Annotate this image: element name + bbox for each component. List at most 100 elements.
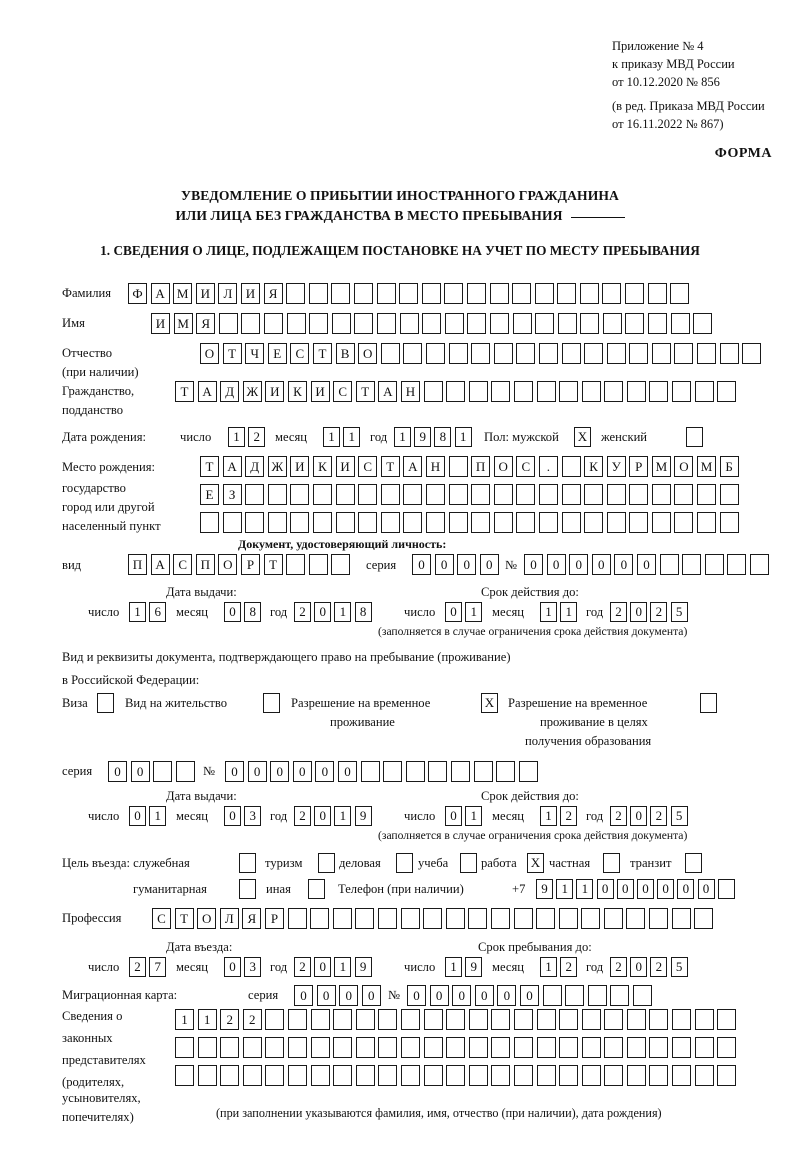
char-cell[interactable] [448, 456, 468, 477]
char-cell[interactable] [491, 1037, 511, 1058]
char-cell[interactable] [446, 1009, 466, 1030]
char-cell[interactable] [561, 343, 581, 364]
char-cell[interactable] [603, 908, 623, 929]
char-cell[interactable]: 0 [497, 985, 517, 1006]
char-cell[interactable] [694, 381, 714, 402]
char-cell[interactable]: 2 [610, 602, 627, 622]
char-cell[interactable] [308, 283, 328, 304]
char-cell[interactable]: 0 [630, 806, 648, 826]
char-cell[interactable]: А [222, 456, 242, 477]
char-cell[interactable]: И [265, 381, 285, 402]
char-cell[interactable] [446, 1037, 466, 1058]
char-cell[interactable]: 0 [130, 761, 150, 782]
char-cell[interactable]: 1 [540, 806, 557, 826]
char-cell[interactable] [717, 1037, 737, 1058]
char-cell[interactable] [749, 554, 769, 575]
char-cell[interactable]: С [290, 343, 310, 364]
char-cell[interactable]: 0 [630, 602, 648, 622]
char-cell[interactable] [651, 343, 671, 364]
char-cell[interactable]: 0 [445, 806, 462, 826]
char-cell[interactable]: Б [719, 456, 739, 477]
char-cell[interactable] [242, 1037, 262, 1058]
legal-rep-row-3[interactable] [175, 1065, 737, 1086]
char-cell[interactable]: Ж [242, 381, 262, 402]
char-cell[interactable] [513, 1009, 533, 1030]
char-cell[interactable] [604, 381, 624, 402]
char-cell[interactable] [581, 908, 601, 929]
char-cell[interactable]: 1 [465, 806, 483, 826]
char-cell[interactable] [358, 484, 378, 505]
char-cell[interactable] [538, 512, 558, 533]
char-cell[interactable] [378, 1009, 398, 1030]
char-cell[interactable]: 0 [315, 761, 335, 782]
char-cell[interactable] [697, 343, 717, 364]
char-cell[interactable]: 2 [294, 957, 311, 977]
char-cell[interactable]: К [584, 456, 604, 477]
char-cell[interactable]: И [335, 456, 355, 477]
char-cell[interactable]: 0 [657, 879, 675, 899]
char-cell[interactable] [625, 313, 645, 334]
char-cell[interactable] [380, 343, 400, 364]
sex-male-checkbox[interactable]: X [574, 427, 591, 447]
char-cell[interactable]: 8 [244, 602, 262, 622]
char-cell[interactable] [400, 908, 420, 929]
char-cell[interactable] [448, 484, 468, 505]
char-cell[interactable] [536, 1037, 556, 1058]
char-cell[interactable] [604, 1009, 624, 1030]
purpose-humanitarian-checkbox[interactable] [239, 879, 256, 899]
char-cell[interactable] [310, 908, 330, 929]
char-cell[interactable] [383, 761, 403, 782]
char-cell[interactable]: О [218, 554, 238, 575]
char-cell[interactable]: 0 [697, 879, 715, 899]
char-cell[interactable] [674, 484, 694, 505]
char-cell[interactable]: Л [219, 908, 239, 929]
char-cell[interactable] [584, 484, 604, 505]
char-cell[interactable] [493, 484, 513, 505]
residence-permit-checkbox[interactable] [263, 693, 280, 713]
char-cell[interactable] [399, 313, 419, 334]
char-cell[interactable]: 1 [576, 879, 594, 899]
char-cell[interactable] [518, 761, 538, 782]
char-cell[interactable] [423, 1037, 443, 1058]
char-cell[interactable]: 0 [224, 957, 241, 977]
char-cell[interactable] [310, 1065, 330, 1086]
char-cell[interactable] [604, 1037, 624, 1058]
char-cell[interactable] [423, 1009, 443, 1030]
char-cell[interactable] [312, 512, 332, 533]
char-cell[interactable] [423, 381, 443, 402]
char-cell[interactable] [649, 1037, 669, 1058]
char-cell[interactable]: С [358, 456, 378, 477]
char-cell[interactable] [360, 761, 380, 782]
char-cell[interactable] [672, 1037, 692, 1058]
char-cell[interactable]: 1 [175, 1009, 194, 1030]
char-cell[interactable]: 0 [546, 554, 566, 575]
char-cell[interactable] [200, 512, 219, 533]
char-cell[interactable] [286, 313, 306, 334]
char-cell[interactable] [584, 343, 604, 364]
char-cell[interactable] [674, 512, 694, 533]
char-cell[interactable] [354, 313, 374, 334]
char-cell[interactable] [331, 313, 351, 334]
char-cell[interactable] [538, 484, 558, 505]
char-cell[interactable] [378, 1065, 398, 1086]
char-cell[interactable]: 0 [316, 985, 336, 1006]
birthplace-row-3[interactable] [200, 512, 739, 533]
char-cell[interactable]: 3 [244, 806, 262, 826]
char-cell[interactable]: С [173, 554, 193, 575]
purpose-business-checkbox[interactable] [396, 853, 413, 873]
char-cell[interactable]: А [403, 456, 423, 477]
char-cell[interactable] [542, 985, 562, 1006]
char-cell[interactable] [471, 343, 491, 364]
char-cell[interactable]: Ч [245, 343, 265, 364]
char-cell[interactable] [489, 313, 509, 334]
